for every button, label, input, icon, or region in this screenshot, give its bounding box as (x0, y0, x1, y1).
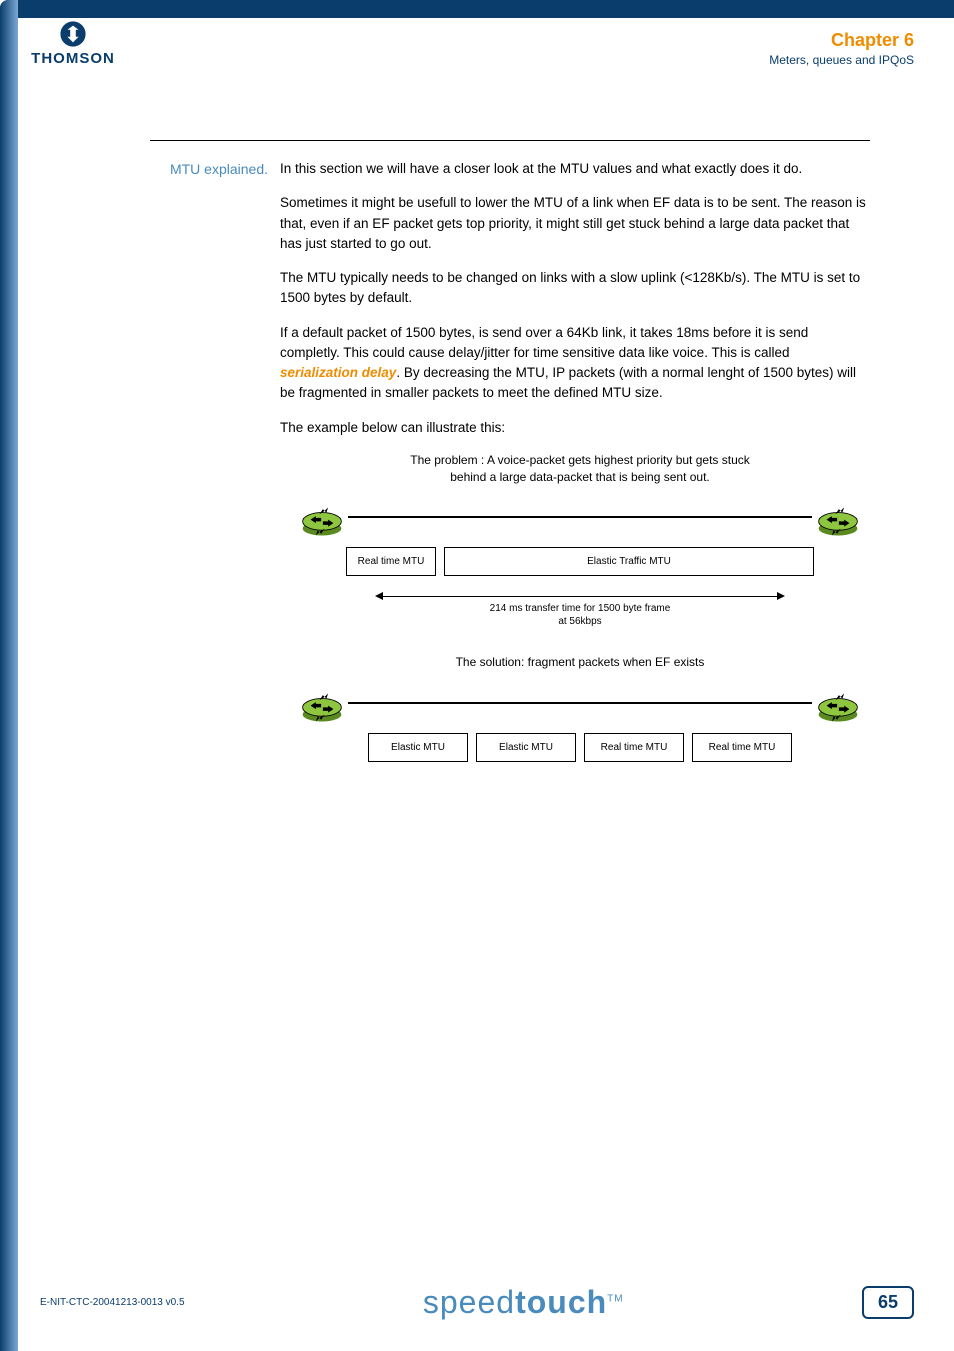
divider (150, 140, 870, 141)
paragraph: The MTU typically needs to be changed on… (280, 268, 870, 309)
paragraph: Sometimes it might be usefull to lower t… (280, 193, 870, 254)
mtu-box-realtime: Real time MTU (346, 547, 436, 576)
left-sidebar (0, 0, 18, 1351)
diagram-caption: The problem : A voice-packet gets highes… (300, 452, 860, 486)
chapter-subtitle: Meters, queues and IPQoS (769, 53, 914, 67)
router-icon (300, 681, 344, 725)
section-label: MTU explained. (150, 159, 280, 774)
brand-light: speed (423, 1284, 515, 1320)
arrow-annotation: 214 ms transfer time for 1500 byte frame… (300, 588, 860, 624)
chapter-header: Chapter 6 Meters, queues and IPQoS (769, 30, 914, 67)
router-icon (816, 495, 860, 539)
arrow-line (380, 596, 780, 597)
mtu-box-elastic: Elastic MTU (368, 733, 468, 762)
link-line (348, 702, 812, 704)
main-content: MTU explained. In this section we will h… (150, 140, 870, 774)
thomson-icon (59, 20, 87, 48)
label-line: at 56kbps (558, 616, 601, 627)
label-line: 214 ms transfer time for 1500 byte frame (490, 603, 671, 614)
term-serialization-delay: serialization delay (280, 365, 396, 380)
arrow-label: 214 ms transfer time for 1500 byte frame… (300, 602, 860, 628)
caption-line: behind a large data-packet that is being… (450, 470, 710, 484)
mtu-box-realtime: Real time MTU (584, 733, 684, 762)
doc-id: E-NIT-CTC-20041213-0013 v0.5 (40, 1297, 185, 1308)
footer-brand: speedtouchTM (423, 1284, 624, 1321)
brand-name: THOMSON (28, 50, 118, 67)
link-line (348, 516, 812, 518)
arrow-head-right-icon (777, 592, 785, 600)
paragraph: In this section we will have a closer lo… (280, 159, 870, 179)
brand-bold: touch (515, 1284, 607, 1320)
mtu-box-elastic: Elastic MTU (476, 733, 576, 762)
brand-logo: THOMSON (28, 20, 118, 67)
page-number: 65 (862, 1286, 914, 1319)
mtu-boxes-row: Real time MTU Elastic Traffic MTU (300, 547, 860, 576)
diagram-caption: The solution: fragment packets when EF e… (300, 654, 860, 671)
paragraph: If a default packet of 1500 bytes, is se… (280, 323, 870, 404)
router-icon (300, 495, 344, 539)
caption-line: The problem : A voice-packet gets highes… (410, 453, 750, 467)
diagram-problem: The problem : A voice-packet gets highes… (300, 452, 860, 762)
mtu-box-realtime: Real time MTU (692, 733, 792, 762)
mtu-boxes-row: Elastic MTU Elastic MTU Real time MTU Re… (300, 733, 860, 762)
text-span: If a default packet of 1500 bytes, is se… (280, 325, 808, 360)
router-icon (816, 681, 860, 725)
chapter-title: Chapter 6 (769, 30, 914, 51)
trademark: TM (607, 1293, 623, 1304)
page-footer: E-NIT-CTC-20041213-0013 v0.5 speedtouchT… (40, 1284, 914, 1321)
top-banner (0, 0, 954, 18)
mtu-box-elastic: Elastic Traffic MTU (444, 547, 814, 576)
section-body: In this section we will have a closer lo… (280, 159, 870, 774)
paragraph: The example below can illustrate this: (280, 418, 870, 438)
